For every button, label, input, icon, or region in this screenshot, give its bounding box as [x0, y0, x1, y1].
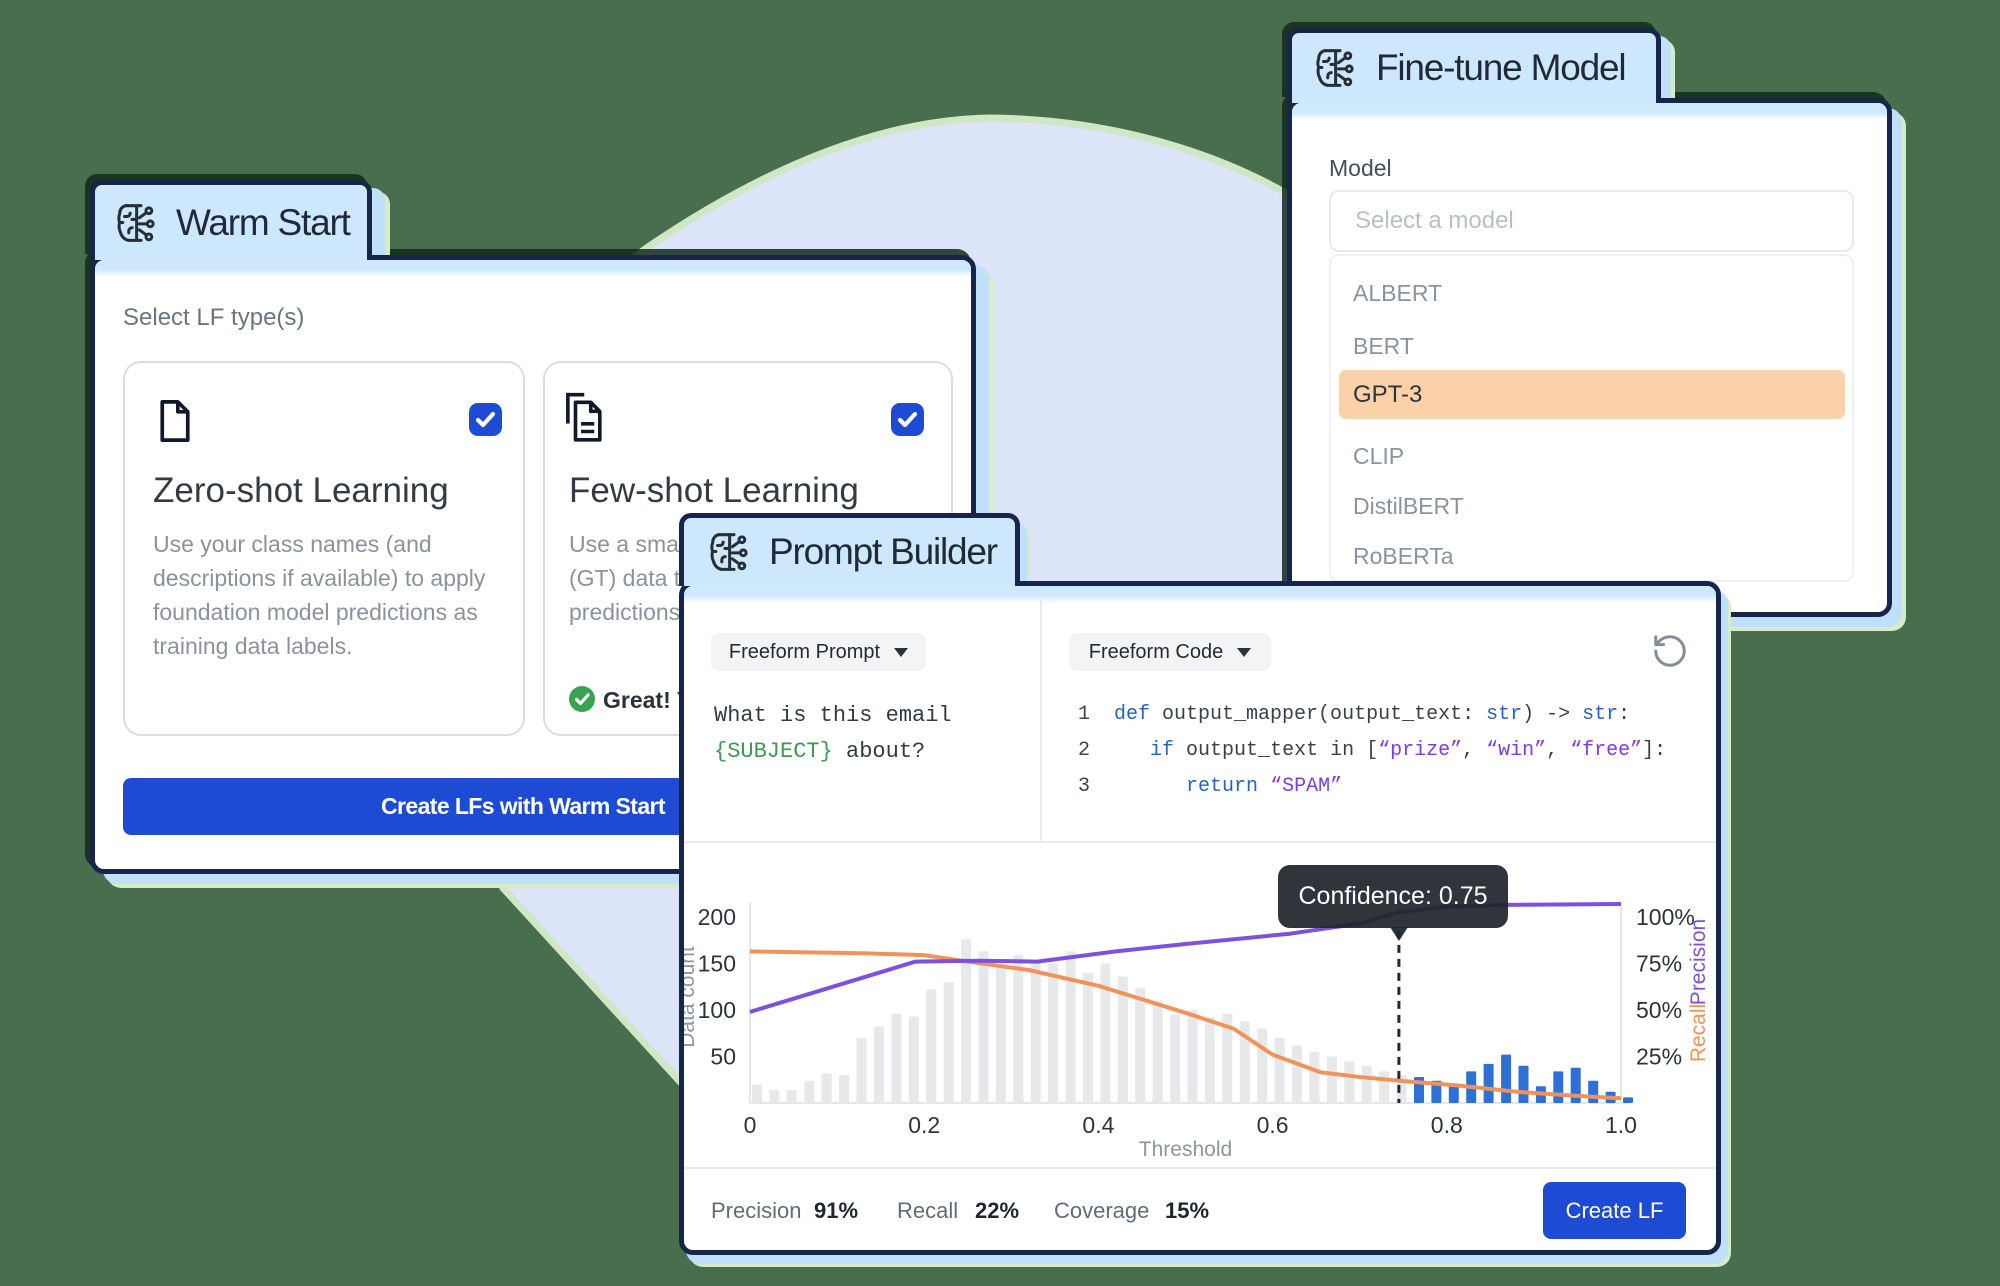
svg-text:0.6: 0.6 — [1257, 1112, 1289, 1138]
svg-text:0: 0 — [744, 1112, 757, 1138]
svg-text:50: 50 — [710, 1044, 736, 1070]
svg-text:Data count: Data count — [684, 946, 699, 1048]
svg-text:Threshold: Threshold — [1139, 1138, 1232, 1161]
svg-text:0.4: 0.4 — [1082, 1112, 1114, 1138]
svg-text:100%: 100% — [1636, 904, 1695, 930]
svg-text:100: 100 — [698, 997, 736, 1023]
svg-text:0.2: 0.2 — [908, 1112, 940, 1138]
svg-text:150: 150 — [698, 951, 736, 977]
svg-text:Recall: Recall — [1687, 1004, 1710, 1062]
svg-text:0.8: 0.8 — [1431, 1112, 1463, 1138]
svg-text:Precision: Precision — [1687, 919, 1710, 1005]
svg-text:1.0: 1.0 — [1605, 1112, 1637, 1138]
svg-text:25%: 25% — [1636, 1044, 1682, 1070]
svg-text:200: 200 — [698, 904, 736, 930]
svg-text:75%: 75% — [1636, 951, 1682, 977]
svg-text:50%: 50% — [1636, 997, 1682, 1023]
